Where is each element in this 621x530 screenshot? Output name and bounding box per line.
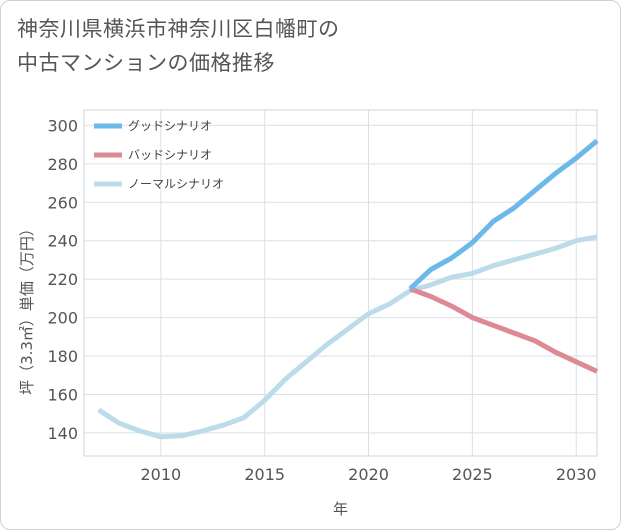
chart-title: 神奈川県横浜市神奈川区白幡町の 中古マンションの価格推移 [17,12,597,80]
x-axis-ticks: 2010 2015 2020 2025 2030 [140,465,596,484]
y-tick-label-240: 240 [47,232,78,251]
y-axis-ticks: 140 160 180 200 220 240 260 280 300 [47,116,78,443]
series-line-normal [97,234,598,440]
y-tick-label-300: 300 [47,116,78,135]
legend-label-1: バッドシナリオ [128,148,212,162]
legend-label-2: ノーマルシナリオ [128,177,224,191]
x-tick-label-2030: 2030 [556,465,597,484]
y-tick-label-260: 260 [47,193,78,212]
y-axis-label: 坪（3.3㎡）単価（万円） [18,221,36,395]
x-tick-label-2010: 2010 [140,465,181,484]
x-tick-label-2020: 2020 [348,465,389,484]
y-tick-label-160: 160 [47,385,78,404]
x-axis-label: 年 [333,500,348,518]
series-line-bad [409,286,599,374]
series-line-good [408,138,599,291]
x-tick-label-2015: 2015 [244,465,285,484]
y-tick-label-180: 180 [47,347,78,366]
y-tick-label-280: 280 [47,155,78,174]
grid [83,109,598,457]
y-tick-label-220: 220 [47,270,78,289]
series-lines [97,138,599,440]
legend-label-0: グッドシナリオ [128,119,212,133]
plot-area-border [83,109,598,457]
chart-title-line2: 中古マンションの価格推移 [17,51,275,75]
y-tick-label-140: 140 [47,424,78,443]
y-tick-label-200: 200 [47,309,78,328]
x-tick-label-2025: 2025 [452,465,493,484]
chart-title-line1: 神奈川県横浜市神奈川区白幡町の [17,17,340,41]
